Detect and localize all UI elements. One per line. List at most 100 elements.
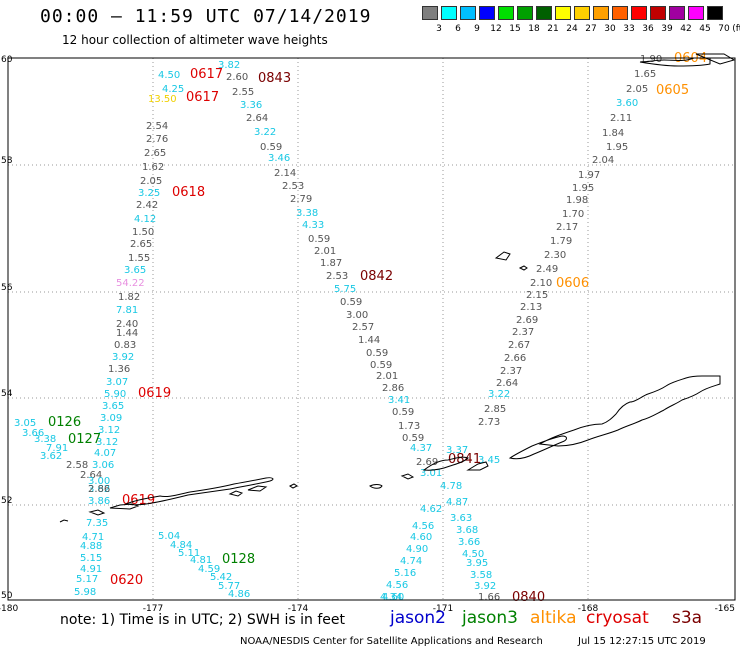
chart-subtitle: 12 hour collection of altimeter wave hei… — [62, 33, 328, 47]
wave-height-value: 2.40 — [116, 319, 138, 330]
wave-height-value: 5.16 — [394, 568, 416, 579]
wave-height-value: 2.57 — [352, 322, 374, 333]
wave-height-value: 2.64 — [80, 470, 102, 481]
lat-tick-label: 52 — [1, 496, 12, 506]
legend-swatch — [631, 6, 647, 20]
legend-swatch — [593, 6, 609, 20]
wave-height-value: 2.14 — [274, 168, 296, 179]
aleutian-islands-central — [228, 473, 415, 497]
wave-height-value: 3.92 — [474, 581, 496, 592]
wave-height-value: 2.01 — [376, 371, 398, 382]
wave-height-value: 4.50 — [462, 549, 484, 560]
wave-height-value: 1.73 — [398, 421, 420, 432]
wave-height-value: 1.97 — [578, 170, 600, 181]
wave-height-value: 2.66 — [504, 353, 526, 364]
wave-height-value: 4.33 — [302, 220, 324, 231]
wave-height-value: 4.50 — [158, 70, 180, 81]
wave-height-value: 1.87 — [320, 258, 342, 269]
legend-level: 15 — [509, 24, 521, 34]
wave-height-value: 2.53 — [282, 181, 304, 192]
wave-height-value: 4.74 — [400, 556, 422, 567]
lat-tick-label: 58 — [1, 156, 13, 166]
legend-level: 6 — [455, 24, 461, 34]
pass-time-label: 0840 — [512, 590, 545, 605]
wave-height-value: 3.65 — [102, 401, 124, 412]
legend-swatch — [498, 6, 514, 20]
legend-level: 39 — [661, 24, 673, 34]
wave-height-value: 4.60 — [410, 532, 432, 543]
legend-swatch — [422, 6, 438, 20]
pass-time-label: 0618 — [172, 185, 205, 200]
pass-time-label: 0843 — [258, 71, 291, 86]
wave-height-value: 1.95 — [606, 142, 628, 153]
pass-time-label: 0606 — [556, 276, 589, 291]
satellite-label-s3a: s3a — [672, 608, 703, 628]
legend-swatch — [441, 6, 457, 20]
wave-height-value: 1.84 — [602, 128, 624, 139]
wave-height-value: 1.82 — [118, 292, 140, 303]
lat-tick-label: 60 — [1, 55, 13, 65]
satellite-label-cryosat: cryosat — [586, 608, 649, 628]
wave-height-value: 3.06 — [92, 460, 114, 471]
legend-swatch — [707, 6, 723, 20]
wave-height-value: 0.59 — [260, 142, 282, 153]
wave-height-value: 3.38 — [34, 434, 56, 445]
pribilof-islands — [494, 251, 528, 271]
map-tick-labels: -180 -177 -174 -171 -168 -165 60 58 56 54 52 50 — [0, 55, 735, 614]
wave-height-value: 2.05 — [626, 84, 648, 95]
wave-height-value: 5.77 — [218, 581, 240, 592]
footnote: note: 1) Time is in UTC; 2) SWH is in fe… — [60, 612, 346, 628]
wave-height-value: 13.50 — [148, 94, 177, 105]
legend-swatch — [669, 6, 685, 20]
wave-height-value: 3.60 — [616, 98, 638, 109]
wave-height-value: 3.66 — [458, 537, 480, 548]
wave-height-value: 2.05 — [140, 176, 162, 187]
wave-height-value: 0.59 — [392, 407, 414, 418]
satellite-label-jason2: jason2 — [390, 608, 446, 628]
wave-height-value: 2.30 — [544, 250, 566, 261]
wave-height-value: 0.59 — [340, 297, 362, 308]
wave-height-value: 4.90 — [406, 544, 428, 555]
pass-time-label: 0620 — [110, 573, 143, 588]
chart-title: 00:00 – 11:59 UTC 07/14/2019 — [40, 6, 372, 27]
aleutian-islands-east — [422, 375, 721, 471]
legend-level: 70 — [718, 24, 730, 34]
wave-height-value: 2.17 — [556, 222, 578, 233]
legend-level: 33 — [623, 24, 635, 34]
pass-time-label: 0842 — [360, 269, 393, 284]
legend-unit: (ft) — [732, 24, 740, 34]
wave-height-value: 2.86 — [382, 383, 404, 394]
wave-height-value: 4.60 — [382, 592, 404, 603]
legend-swatch — [479, 6, 495, 20]
wave-height-value: 2.67 — [508, 340, 530, 351]
legend-level: 27 — [585, 24, 597, 34]
wave-height-value: 4.56 — [412, 521, 434, 532]
wave-height-value: 1.95 — [572, 183, 594, 194]
wave-height-value: 5.15 — [80, 553, 102, 564]
satellite-label-jason3: jason3 — [462, 608, 518, 628]
wave-height-value: 0.59 — [370, 360, 392, 371]
lat-tick-label: 56 — [1, 283, 13, 293]
wave-height-value: 7.35 — [86, 518, 108, 529]
pass-time-label: 0617 — [190, 67, 223, 82]
wave-height-value: 2.73 — [478, 417, 500, 428]
legend-level: 30 — [604, 24, 616, 34]
wave-height-value: 2.60 — [226, 72, 248, 83]
legend-level: 9 — [474, 24, 480, 34]
wave-height-value: 0.83 — [114, 340, 136, 351]
wave-height-value: 2.76 — [146, 134, 168, 145]
wave-height-value: 3.12 — [96, 437, 118, 448]
wave-height-value: 2.69 — [516, 315, 538, 326]
wave-height-value: 0.59 — [308, 234, 330, 245]
lon-tick-label: -180 — [0, 604, 18, 614]
wave-height-value: 3.12 — [98, 425, 120, 436]
legend-level: 21 — [547, 24, 559, 34]
wave-height-value: 2.86 — [88, 484, 110, 495]
wave-height-value: 2.42 — [136, 200, 158, 211]
wave-height-value: 2.49 — [536, 264, 558, 275]
wave-height-value: 4.25 — [162, 84, 184, 95]
lon-tick-label: -171 — [433, 604, 453, 614]
wave-height-value: 0.59 — [366, 348, 388, 359]
